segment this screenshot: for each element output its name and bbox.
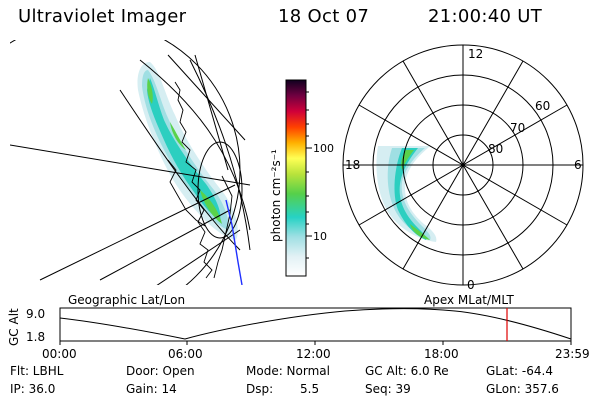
observation-date: 18 Oct 07 bbox=[278, 6, 370, 27]
timeline-ytick-9: 9.0 bbox=[26, 307, 45, 321]
filter-value: Flt: LBHL bbox=[10, 364, 64, 378]
mlt-label-18: 18 bbox=[345, 158, 360, 172]
mlt-label-12: 12 bbox=[468, 47, 483, 61]
gain-value: Gain: 14 bbox=[126, 382, 177, 396]
gc-altitude: GC Alt: 6.0 Re bbox=[365, 364, 449, 378]
polar-plot: 12 18 6 0 60 70 80 bbox=[342, 44, 584, 292]
timeline-xtick-0600: 06:00 bbox=[168, 347, 203, 361]
sequence-number: Seq: 39 bbox=[365, 382, 411, 396]
geographic-map bbox=[10, 40, 251, 285]
mlat-label-80: 80 bbox=[488, 142, 503, 156]
colorbar-tick-100: 100 bbox=[313, 142, 334, 155]
geo-longitude: GLon: 357.6 bbox=[486, 382, 559, 396]
geo-grid bbox=[10, 40, 251, 285]
colorbar: 100 10 photon cm⁻²s⁻¹ bbox=[269, 79, 334, 277]
mlt-label-6: 6 bbox=[574, 158, 582, 172]
coastline bbox=[167, 81, 233, 279]
altitude-timeline: 9.0 1.8 GC Alt 00:00 06:00 12:00 18:00 2… bbox=[7, 307, 590, 361]
observation-time: 21:00:40 UT bbox=[428, 6, 543, 27]
dsp-label: Dsp: bbox=[246, 382, 274, 396]
colorbar-unit-label: photon cm⁻²s⁻¹ bbox=[269, 149, 283, 242]
instrument-title: Ultraviolet Imager bbox=[18, 6, 187, 27]
timeline-xtick-1200: 12:00 bbox=[296, 347, 331, 361]
door-status: Door: Open bbox=[126, 364, 195, 378]
mlat-label-70: 70 bbox=[510, 121, 525, 135]
timeline-ytick-1-8: 1.8 bbox=[26, 330, 45, 344]
dateline-marker bbox=[225, 199, 243, 285]
timeline-axis-label: GC Alt bbox=[7, 308, 21, 346]
apex-panel-label: Apex MLat/MLT bbox=[424, 293, 514, 307]
mode-value: Mode: Normal bbox=[246, 364, 330, 378]
geo-panel-label: Geographic Lat/Lon bbox=[68, 293, 185, 307]
mlt-label-0: 0 bbox=[467, 278, 475, 292]
geo-latitude: GLat: -64.4 bbox=[486, 364, 553, 378]
timeline-xtick-0000: 00:00 bbox=[42, 347, 77, 361]
dsp-value: 5.5 bbox=[300, 382, 320, 396]
altitude-curve bbox=[59, 308, 572, 340]
colorbar-tick-10: 10 bbox=[313, 230, 327, 243]
timeline-xtick-2359: 23:59 bbox=[555, 347, 590, 361]
mlat-label-60: 60 bbox=[535, 99, 550, 113]
timeline-xtick-1800: 18:00 bbox=[424, 347, 459, 361]
auroral-emission-polar bbox=[376, 146, 437, 242]
ip-value: IP: 36.0 bbox=[10, 382, 56, 396]
